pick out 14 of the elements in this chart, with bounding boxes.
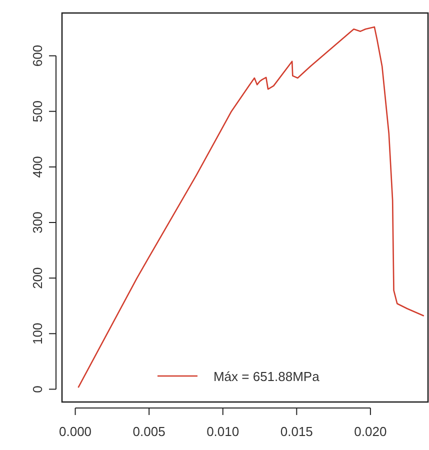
y-tick-label: 500 xyxy=(30,100,45,122)
line-series xyxy=(78,26,425,388)
y-tick-label: 300 xyxy=(30,212,45,234)
x-tick-label: 0.000 xyxy=(59,424,92,439)
x-tick-label: 0.020 xyxy=(354,424,387,439)
x-tick-label: 0.005 xyxy=(132,424,166,439)
y-tick-label: 100 xyxy=(30,322,45,344)
y-tick-label: 0 xyxy=(30,386,45,393)
x-tick-label: 0.015 xyxy=(280,424,313,439)
y-tick-label: 400 xyxy=(30,156,45,178)
y-tick-label: 600 xyxy=(30,44,45,67)
y-tick-label: 200 xyxy=(30,267,45,289)
x-tick-label: 0.010 xyxy=(206,424,240,439)
legend-label: Máx = 651.88MPa xyxy=(213,369,320,384)
